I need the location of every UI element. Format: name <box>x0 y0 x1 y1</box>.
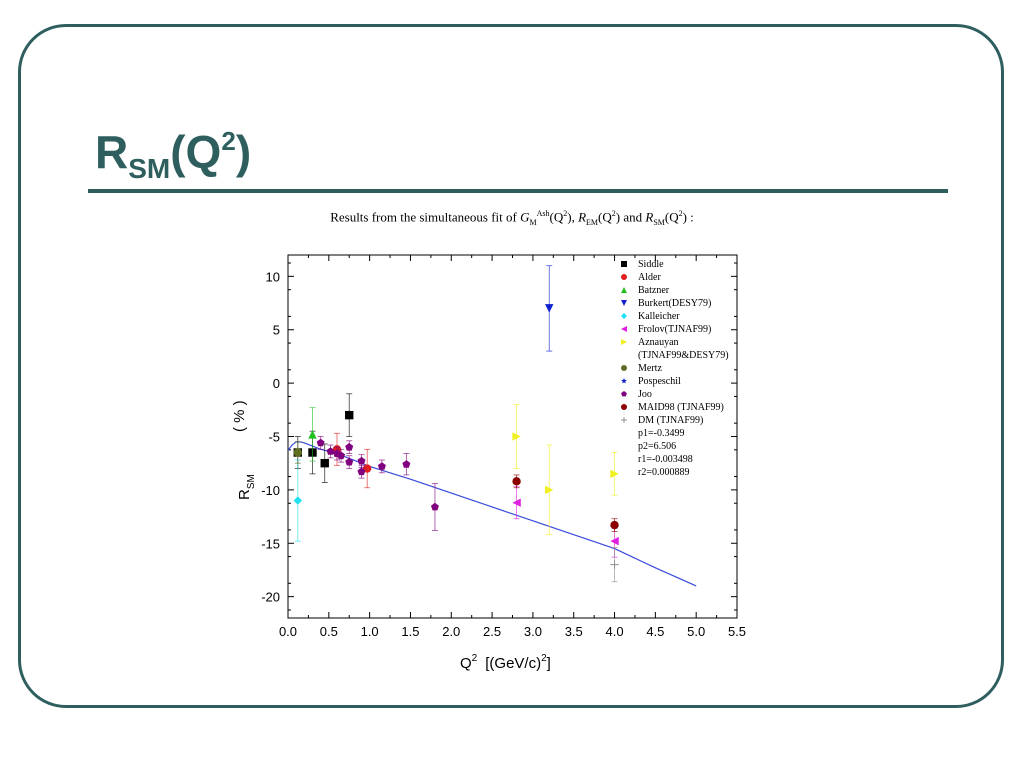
fit-parameter: p1=-0.3499 <box>638 428 684 439</box>
legend-marker-batzner <box>621 287 627 293</box>
legend-entry-pospeschil: Pospeschil <box>638 376 681 387</box>
fit-parameter: r2=0.000889 <box>638 467 689 478</box>
y-tick-label: 10 <box>266 269 280 284</box>
legend-marker-aznauyan <box>621 339 627 345</box>
x-axis-title: Q2 [(GeV/c)2] <box>460 653 551 672</box>
x-tick-label: 3.0 <box>524 624 542 639</box>
legend-entry-aznauyan: Aznauyan <box>638 337 679 348</box>
point-joo <box>402 460 411 468</box>
y-tick-label: -5 <box>268 430 280 445</box>
y-axis-title: RSM <box>236 474 257 500</box>
y-tick-label: -20 <box>261 590 280 605</box>
point-aznauyan <box>610 469 619 479</box>
point-joo <box>357 456 366 465</box>
y-axis-unit: ( % ) <box>231 400 248 432</box>
legend-entry-alder: Alder <box>638 272 661 283</box>
x-tick-label: 4.0 <box>606 624 624 639</box>
point-siddle <box>345 410 354 420</box>
legend-marker-siddle <box>621 261 627 267</box>
y-tick-label: 0 <box>273 376 280 391</box>
point-mertz <box>293 448 302 457</box>
y-tick-label: -15 <box>261 536 280 551</box>
point-joo <box>316 438 325 447</box>
fit-parameter: p2=6.506 <box>638 441 676 452</box>
point-aznauyan <box>545 485 554 495</box>
legend-entry-frolov-tjnaf99: Frolov(TJNAF99) <box>638 324 711 335</box>
point-maid98-tjnaf99 <box>512 477 521 486</box>
point-siddle <box>320 458 329 468</box>
point-frolov-tjnaf99 <box>610 536 619 546</box>
y-tick-label: -10 <box>261 483 280 498</box>
x-tick-label: 5.0 <box>687 624 705 639</box>
x-tick-label: 5.5 <box>728 624 746 639</box>
legend-marker-alder <box>621 274 627 280</box>
point-joo <box>337 451 346 460</box>
y-tick-label: 5 <box>273 323 280 338</box>
x-tick-label: 1.5 <box>401 624 419 639</box>
legend-marker-mertz <box>621 365 627 371</box>
legend-marker-pospeschil <box>621 378 627 384</box>
legend-entry-joo: Joo <box>638 389 652 400</box>
fit-parameter: r1=-0.003498 <box>638 454 693 465</box>
point-kalleicher <box>293 496 302 505</box>
point-joo <box>345 457 354 466</box>
legend-entry-siddle: Siddle <box>638 259 664 270</box>
legend-entry-mertz: Mertz <box>638 363 662 374</box>
point-joo <box>326 447 335 455</box>
point-aznauyan <box>512 432 521 441</box>
legend-marker-kalleicher <box>621 313 627 319</box>
point-frolov-tjnaf99 <box>512 498 521 507</box>
point-joo <box>431 502 439 511</box>
point-burkert-desy79 <box>545 304 554 313</box>
x-tick-label: 2.0 <box>442 624 460 639</box>
x-tick-label: 2.5 <box>483 624 501 639</box>
x-tick-label: 0.5 <box>320 624 338 639</box>
legend-marker-joo <box>621 391 627 397</box>
legend-entry-kalleicher: Kalleicher <box>638 311 680 322</box>
legend-entry-batzner: Batzner <box>638 285 670 296</box>
x-tick-label: 0.0 <box>279 624 297 639</box>
legend-entry-dm-tjnaf99: DM (TJNAF99) <box>638 415 703 426</box>
legend-marker-burkert-desy79 <box>621 300 627 306</box>
slide-title: RSM(Q2) <box>95 126 252 184</box>
legend-marker-maid98-tjnaf99 <box>621 404 627 410</box>
title-rule <box>88 189 948 193</box>
point-maid98-tjnaf99 <box>610 520 619 530</box>
x-tick-label: 3.5 <box>565 624 583 639</box>
point-joo <box>377 462 386 470</box>
point-joo <box>345 443 354 451</box>
legend-entry-burkert-desy79: Burkert(DESY79) <box>638 298 711 309</box>
chart-caption: Results from the simultaneous fit of GMA… <box>330 209 694 227</box>
slide-frame <box>18 24 1004 708</box>
legend-marker-frolov-tjnaf99 <box>621 326 627 332</box>
point-batzner <box>308 430 317 439</box>
x-tick-label: 1.0 <box>361 624 379 639</box>
point-joo <box>357 467 366 476</box>
x-tick-label: 4.5 <box>646 624 664 639</box>
legend-entry-continuation: (TJNAF99&DESY79) <box>638 350 729 361</box>
legend-entry-maid98-tjnaf99: MAID98 (TJNAF99) <box>638 402 724 413</box>
